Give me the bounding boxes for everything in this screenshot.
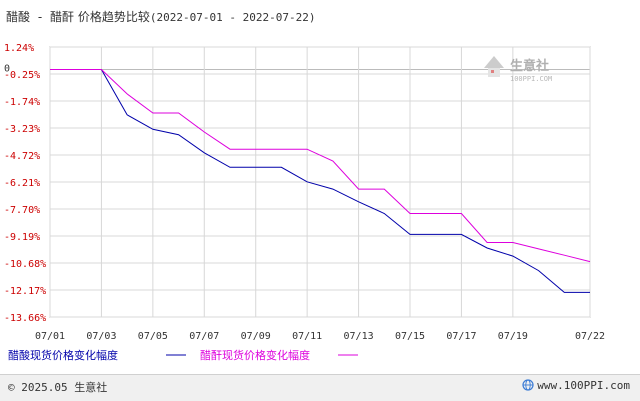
x-tick-label: 07/07 xyxy=(189,331,219,342)
x-tick-label: 07/01 xyxy=(35,331,65,342)
globe-icon xyxy=(522,379,534,391)
x-tick-label: 07/11 xyxy=(292,331,322,342)
title-separator: - xyxy=(37,10,43,24)
zero-label: 0 xyxy=(4,63,10,74)
x-tick-label: 07/13 xyxy=(344,331,374,342)
x-tick-label: 07/05 xyxy=(138,331,168,342)
legend-label-1: 醋酸现货价格变化幅度 xyxy=(8,348,118,362)
footer-url-text: www.100PPI.com xyxy=(537,379,630,392)
watermark-roof-icon xyxy=(484,56,504,68)
y-tick-label: 1.24% xyxy=(4,43,34,54)
line-chart: 1.24% -0.25% -1.74% -3.23% -4.72% -6.21% -7.70… xyxy=(4,43,605,362)
x-tick-label: 07/09 xyxy=(241,331,271,342)
x-tick-label: 07/22 xyxy=(575,331,605,342)
watermark-url: 100PPI.COM xyxy=(510,75,552,83)
x-tick-label: 07/17 xyxy=(446,331,476,342)
watermark-name: 生意社 xyxy=(510,58,549,74)
x-tick-label: 07/15 xyxy=(395,331,425,342)
y-tick-label: -12.17% xyxy=(4,286,46,297)
footer-copyright: © 2025.05 生意社 xyxy=(8,381,108,394)
y-tick-label: -3.23% xyxy=(4,124,40,135)
x-tick-label: 07/19 xyxy=(498,331,528,342)
y-tick-label: -9.19% xyxy=(4,232,40,243)
title-series-b: 醋酐 xyxy=(50,10,75,24)
x-tick-label: 07/03 xyxy=(86,331,116,342)
watermark-window-icon xyxy=(491,70,494,73)
title-series-a: 醋酸 xyxy=(6,10,31,24)
title-date-range: (2022-07-01 - 2022-07-22) xyxy=(149,11,316,24)
y-tick-label: -1.74% xyxy=(4,97,40,108)
chart-title: 醋酸 - 醋酐 价格趋势比较(2022-07-01 - 2022-07-22) xyxy=(6,8,315,25)
title-subject: 价格趋势比较 xyxy=(77,10,150,24)
footer-url[interactable]: www.100PPI.com xyxy=(522,379,630,392)
y-tick-label: -10.68% xyxy=(4,259,46,270)
series-line-2 xyxy=(50,69,591,263)
y-tick-label: -4.72% xyxy=(4,151,40,162)
series-line-1 xyxy=(50,69,590,293)
y-tick-label: -7.70% xyxy=(4,205,40,216)
y-tick-label: -13.66% xyxy=(4,313,46,324)
y-tick-label: -6.21% xyxy=(4,178,40,189)
legend-label-2: 醋酐现货价格变化幅度 xyxy=(200,348,310,362)
y-tick-label: -0.25% xyxy=(4,70,40,81)
footer-bar: © 2025.05 生意社 www.100PPI.com xyxy=(0,374,640,401)
